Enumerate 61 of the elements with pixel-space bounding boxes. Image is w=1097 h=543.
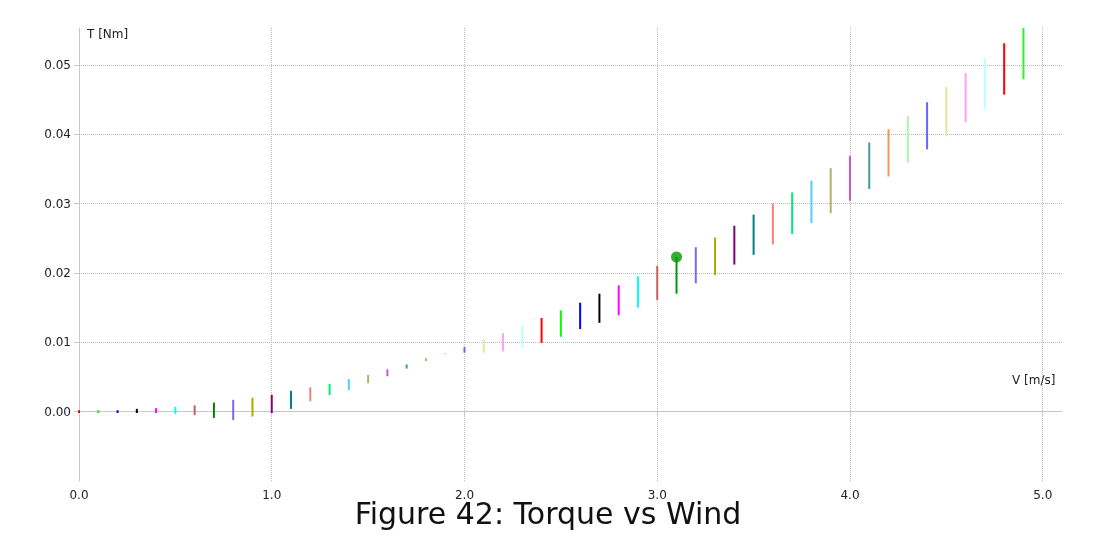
bar	[983, 58, 986, 109]
bar	[848, 155, 851, 201]
bar	[771, 203, 774, 245]
x-tick-label: 5.0	[1033, 488, 1053, 502]
bar	[135, 408, 138, 414]
bar	[617, 285, 620, 316]
bar	[868, 142, 871, 189]
bar	[463, 347, 466, 353]
bar	[78, 410, 80, 414]
x-tick-label: 1.0	[262, 488, 282, 502]
y-tick-label: 0.04	[44, 127, 71, 142]
bar	[502, 333, 505, 352]
bar	[405, 364, 408, 369]
bar	[964, 73, 967, 123]
bar	[714, 237, 717, 275]
bar	[309, 387, 312, 402]
x-tick-label: 3.0	[647, 488, 667, 502]
bar	[116, 410, 119, 414]
y-tick-label: 0.02	[44, 265, 71, 280]
y-tick-label: 0.01	[44, 335, 71, 350]
bar	[598, 293, 601, 323]
y-tick-label: 0.03	[44, 196, 71, 211]
bar	[212, 402, 215, 418]
bar	[636, 276, 639, 308]
bar	[97, 410, 100, 414]
y-tick-label: 0.00	[44, 404, 71, 419]
bar	[1003, 43, 1006, 95]
bar	[521, 325, 524, 348]
bar	[829, 168, 832, 214]
x-tick-label: 0.0	[69, 488, 89, 502]
bar	[926, 102, 929, 150]
bar	[1022, 28, 1025, 80]
bar	[579, 302, 582, 330]
bar	[328, 383, 331, 395]
bar	[232, 399, 235, 420]
bar	[559, 310, 562, 337]
bar	[386, 369, 389, 377]
bar	[945, 86, 948, 137]
bar	[656, 265, 659, 300]
bar	[424, 358, 427, 361]
bar	[694, 247, 697, 284]
bar	[752, 214, 755, 255]
bar	[540, 317, 543, 343]
bar	[251, 397, 254, 417]
x-tick-label: 4.0	[840, 488, 860, 502]
bar	[887, 129, 890, 177]
bar	[733, 225, 736, 265]
bar	[193, 405, 196, 416]
bar	[155, 408, 158, 414]
bar	[367, 374, 370, 384]
bar	[906, 116, 909, 163]
bar	[482, 339, 485, 353]
y-tick-label: 0.05	[44, 57, 71, 72]
bar	[791, 192, 794, 235]
bar	[174, 406, 177, 414]
bar	[270, 394, 273, 414]
y-axis-title: T [Nm]	[86, 27, 129, 41]
bar	[290, 390, 293, 409]
bar	[347, 379, 350, 391]
x-axis-title: V [m/s]	[1012, 372, 1056, 387]
bar	[810, 180, 813, 223]
